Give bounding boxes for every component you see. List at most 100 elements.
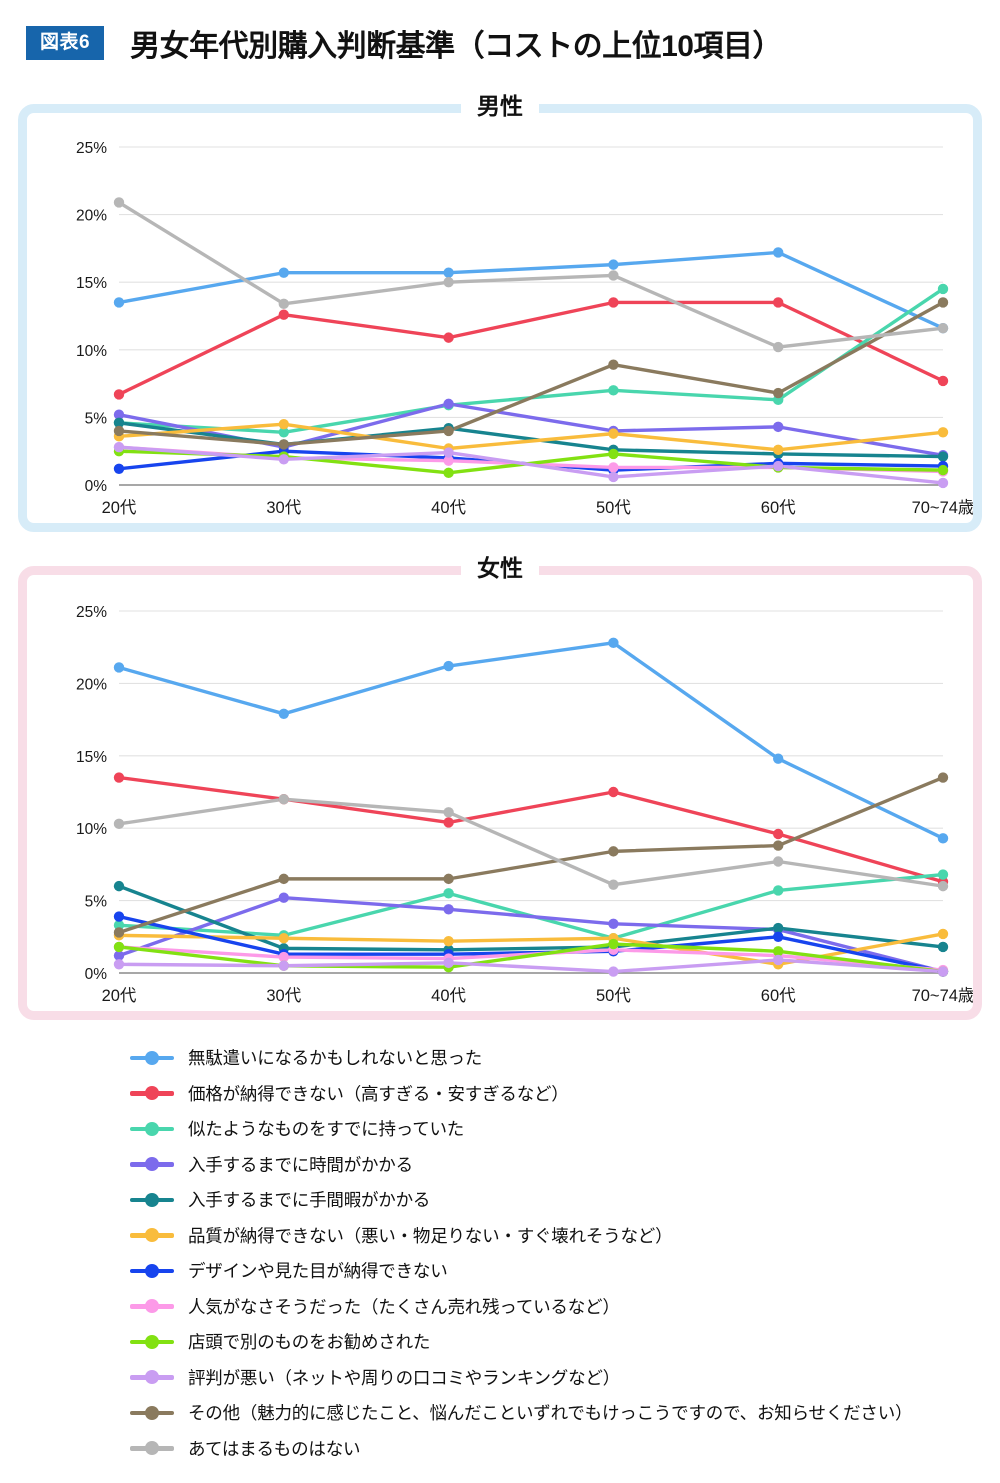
series-point <box>937 772 949 783</box>
series-point <box>773 341 784 353</box>
series-point <box>113 425 125 437</box>
series-point <box>773 931 784 942</box>
legend-item-label: 評判が悪い（ネットや周りの口コミやランキングなど） <box>188 1367 620 1388</box>
series-point <box>937 322 949 334</box>
series-point <box>937 928 949 940</box>
legend-item: 人気がなさそうだった（たくさん売れ残っているなど） <box>130 1289 980 1325</box>
series-point <box>608 918 619 929</box>
series-point <box>608 637 619 649</box>
legend-item: その他（魅力的に感じたこと、悩んだこといずれでもけっこうですので、お知らせくださ… <box>130 1395 980 1431</box>
series-point <box>937 297 949 308</box>
series-point <box>443 447 454 458</box>
series-point <box>278 892 289 903</box>
series-point <box>278 933 289 944</box>
series-point <box>443 425 454 437</box>
page-title: 男女年代別購入判断基準（コストの上位10項目） <box>130 30 782 63</box>
series-point <box>773 387 784 399</box>
series-point <box>443 455 454 466</box>
series-line <box>117 872 945 940</box>
legend-item-label: 品質が納得できない（悪い・物足りない・すぐ壊れそうなど） <box>188 1225 673 1246</box>
series-point <box>443 807 454 818</box>
legend-item: デザインや見た目が納得できない <box>130 1253 980 1289</box>
series-point <box>608 297 619 308</box>
x-axis-tick-label: 30代 <box>266 986 301 1005</box>
series-point <box>608 259 619 270</box>
series-point <box>113 297 125 308</box>
series-point <box>443 467 454 479</box>
series-point <box>937 941 949 953</box>
series-point <box>773 828 784 840</box>
series-line <box>117 250 945 330</box>
series-point <box>608 879 619 890</box>
chart-panel-female: 女性 0% 5% 10% 15% 20% 25% 20代 30代 40代 50代 60代 70~74歳 <box>18 549 982 1020</box>
series-point <box>937 464 949 476</box>
series-point <box>773 753 784 764</box>
series-point <box>443 332 454 343</box>
legend-marker-icon <box>130 1086 174 1101</box>
legend-item-label: 店頭で別のものをお勧めされた <box>188 1332 431 1353</box>
x-axis-tick-label: 40代 <box>431 986 466 1005</box>
series-line <box>117 200 945 349</box>
series-point <box>278 439 289 450</box>
y-axis-tick-label: 0% <box>85 966 108 983</box>
legend-item-label: 無駄遣いになるかもしれないと思った <box>188 1048 483 1069</box>
series-point <box>278 794 289 805</box>
series-point <box>937 477 949 489</box>
series-point <box>113 959 125 970</box>
x-axis-tick-label: 40代 <box>431 498 466 517</box>
x-axis-tick-label: 20代 <box>102 498 137 517</box>
series-point <box>773 954 784 966</box>
y-axis-tick-label: 20% <box>76 676 107 693</box>
series-point <box>278 960 289 971</box>
series-point <box>443 398 454 410</box>
series-point <box>608 938 619 950</box>
series-point <box>443 277 454 288</box>
series-point <box>113 409 125 420</box>
series-point <box>113 463 125 474</box>
series-point <box>773 885 784 896</box>
series-point <box>937 833 949 844</box>
legend-marker-icon <box>130 1441 174 1456</box>
series-point <box>608 385 619 396</box>
panel-title-female: 女性 <box>461 549 539 583</box>
x-axis-tick-label: 20代 <box>102 986 137 1005</box>
legend-marker-icon <box>130 1370 174 1385</box>
series-point <box>937 966 949 977</box>
plot-area-male: 0% 5% 10% 15% 20% 25% 20代 30代 40代 50代 60代 70~74歳 <box>27 113 973 523</box>
x-axis-tick-label: 50代 <box>596 986 631 1005</box>
legend-item-label: 似たようなものをすでに持っていた <box>188 1119 465 1140</box>
series-point <box>278 708 289 720</box>
series-point <box>773 946 784 957</box>
legend-marker-icon <box>130 1228 174 1243</box>
legend-item-label: あてはまるものはない <box>188 1438 361 1459</box>
y-axis-tick-label: 10% <box>76 821 107 838</box>
series-point <box>113 950 125 961</box>
series-point <box>113 197 125 208</box>
legend-item: 評判が悪い（ネットや周りの口コミやランキングなど） <box>130 1360 980 1396</box>
legend-item: 品質が納得できない（悪い・物足りない・すぐ壊れそうなど） <box>130 1218 980 1254</box>
legend-item: 無駄遣いになるかもしれないと思った <box>130 1040 980 1076</box>
legend-marker-icon <box>130 1050 174 1065</box>
y-axis-tick-label: 15% <box>76 749 107 766</box>
x-axis-tick-label: 70~74歳 <box>912 498 973 517</box>
chart-panel-male: 男性 0% 5% 10% 15% 20% 25% 20代 30代 40代 50代 60代 70~74歳 <box>18 87 982 532</box>
series-point <box>608 270 619 281</box>
series-line <box>117 641 945 841</box>
series-point <box>113 927 125 938</box>
series-point <box>773 297 784 308</box>
legend-item-label: 人気がなさそうだった（たくさん売れ残っているなど） <box>188 1296 620 1317</box>
series-point <box>608 471 619 483</box>
legend-item: 価格が納得できない（高すぎる・安すぎるなど） <box>130 1076 980 1112</box>
series-line <box>117 942 945 974</box>
series-point <box>608 448 619 460</box>
legend-item-label: 入手するまでに手間暇がかかる <box>188 1190 431 1211</box>
y-axis-tick-label: 25% <box>76 140 107 157</box>
series-point <box>937 427 949 438</box>
series-point <box>443 957 454 969</box>
y-axis-tick-label: 10% <box>76 343 107 360</box>
series-point <box>278 267 289 278</box>
legend-marker-icon <box>130 1405 174 1420</box>
series-point <box>608 462 619 473</box>
series-point <box>443 660 454 672</box>
series-line <box>117 445 945 485</box>
